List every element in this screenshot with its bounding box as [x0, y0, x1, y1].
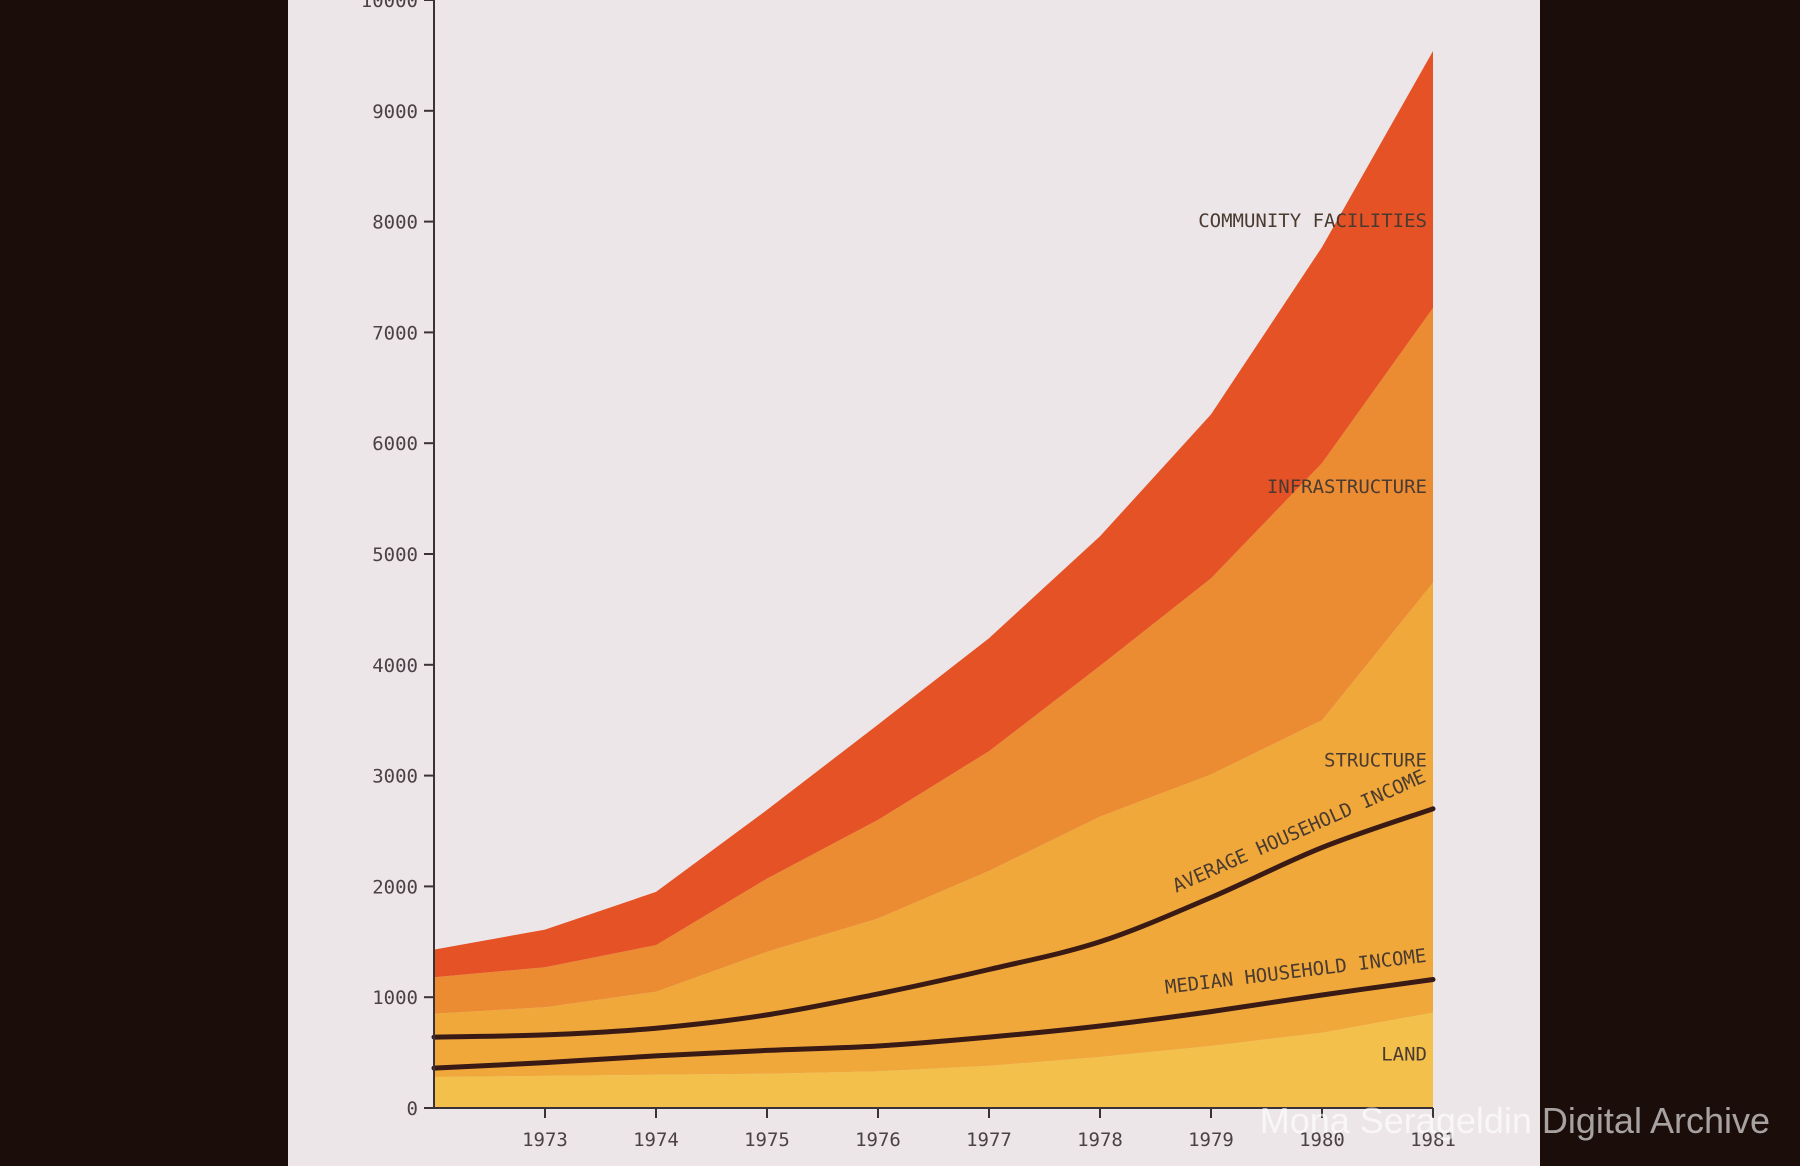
- area-land: [434, 1012, 1433, 1108]
- stacked-area-chart: 0 1000 2000 3000 4000 5000 6000 7000 8000 9000 100…: [361, 0, 1456, 1151]
- y-tick-label: 2000: [372, 876, 418, 898]
- series-label: INFRASTRUCTURE: [1267, 476, 1427, 498]
- x-tick-label: 1979: [1188, 1129, 1234, 1151]
- series-label-text: LAND: [1381, 1043, 1427, 1065]
- series-label-text: COMMUNITY FACILITIES: [1198, 210, 1427, 232]
- y-tick-label: 1000: [372, 987, 418, 1009]
- x-tick-label: 1978: [1077, 1129, 1123, 1151]
- series-label-text: STRUCTURE: [1324, 750, 1427, 772]
- y-tick-label: 4000: [372, 655, 418, 677]
- y-tick-label: 3000: [372, 766, 418, 788]
- series-label: COMMUNITY FACILITIES: [1198, 210, 1427, 232]
- area-layer: [434, 51, 1433, 1108]
- y-tick-label: 0: [407, 1098, 418, 1120]
- area-structure: [434, 582, 1433, 1077]
- series-label: LAND: [1381, 1043, 1427, 1065]
- x-tick-label: 1974: [633, 1129, 679, 1151]
- x-tick-label: 1973: [522, 1129, 568, 1151]
- series-label-text: INFRASTRUCTURE: [1267, 476, 1427, 498]
- axes-layer: 0 1000 2000 3000 4000 5000 6000 7000 8000 9000 100…: [361, 0, 1456, 1151]
- x-tick-label: 1975: [744, 1129, 790, 1151]
- archive-watermark: Mona Serageldin Digital Archive: [1259, 1100, 1770, 1141]
- y-tick-label: 6000: [372, 433, 418, 455]
- y-tick-label: 9000: [372, 101, 418, 123]
- x-tick-label: 1980: [1299, 1129, 1345, 1151]
- area-community-facilities: [434, 51, 1433, 978]
- y-tick-label: 10000: [361, 0, 418, 12]
- y-tick-label: 7000: [372, 322, 418, 344]
- series-label: STRUCTURE: [1324, 750, 1427, 772]
- line-average-household-income: [431, 806, 1436, 1040]
- x-tick-label: 1981: [1410, 1129, 1456, 1151]
- area-infrastructure: [434, 308, 1433, 1014]
- income-lines-layer: [431, 806, 1436, 1071]
- x-tick-label: 1976: [855, 1129, 901, 1151]
- y-tick-label: 8000: [372, 212, 418, 234]
- x-tick-label: 1977: [966, 1129, 1012, 1151]
- y-tick-label: 5000: [372, 544, 418, 566]
- slide-background: 0 1000 2000 3000 4000 5000 6000 7000 8000 9000 100…: [288, 0, 1540, 1166]
- line-median-household-income: [431, 977, 1436, 1071]
